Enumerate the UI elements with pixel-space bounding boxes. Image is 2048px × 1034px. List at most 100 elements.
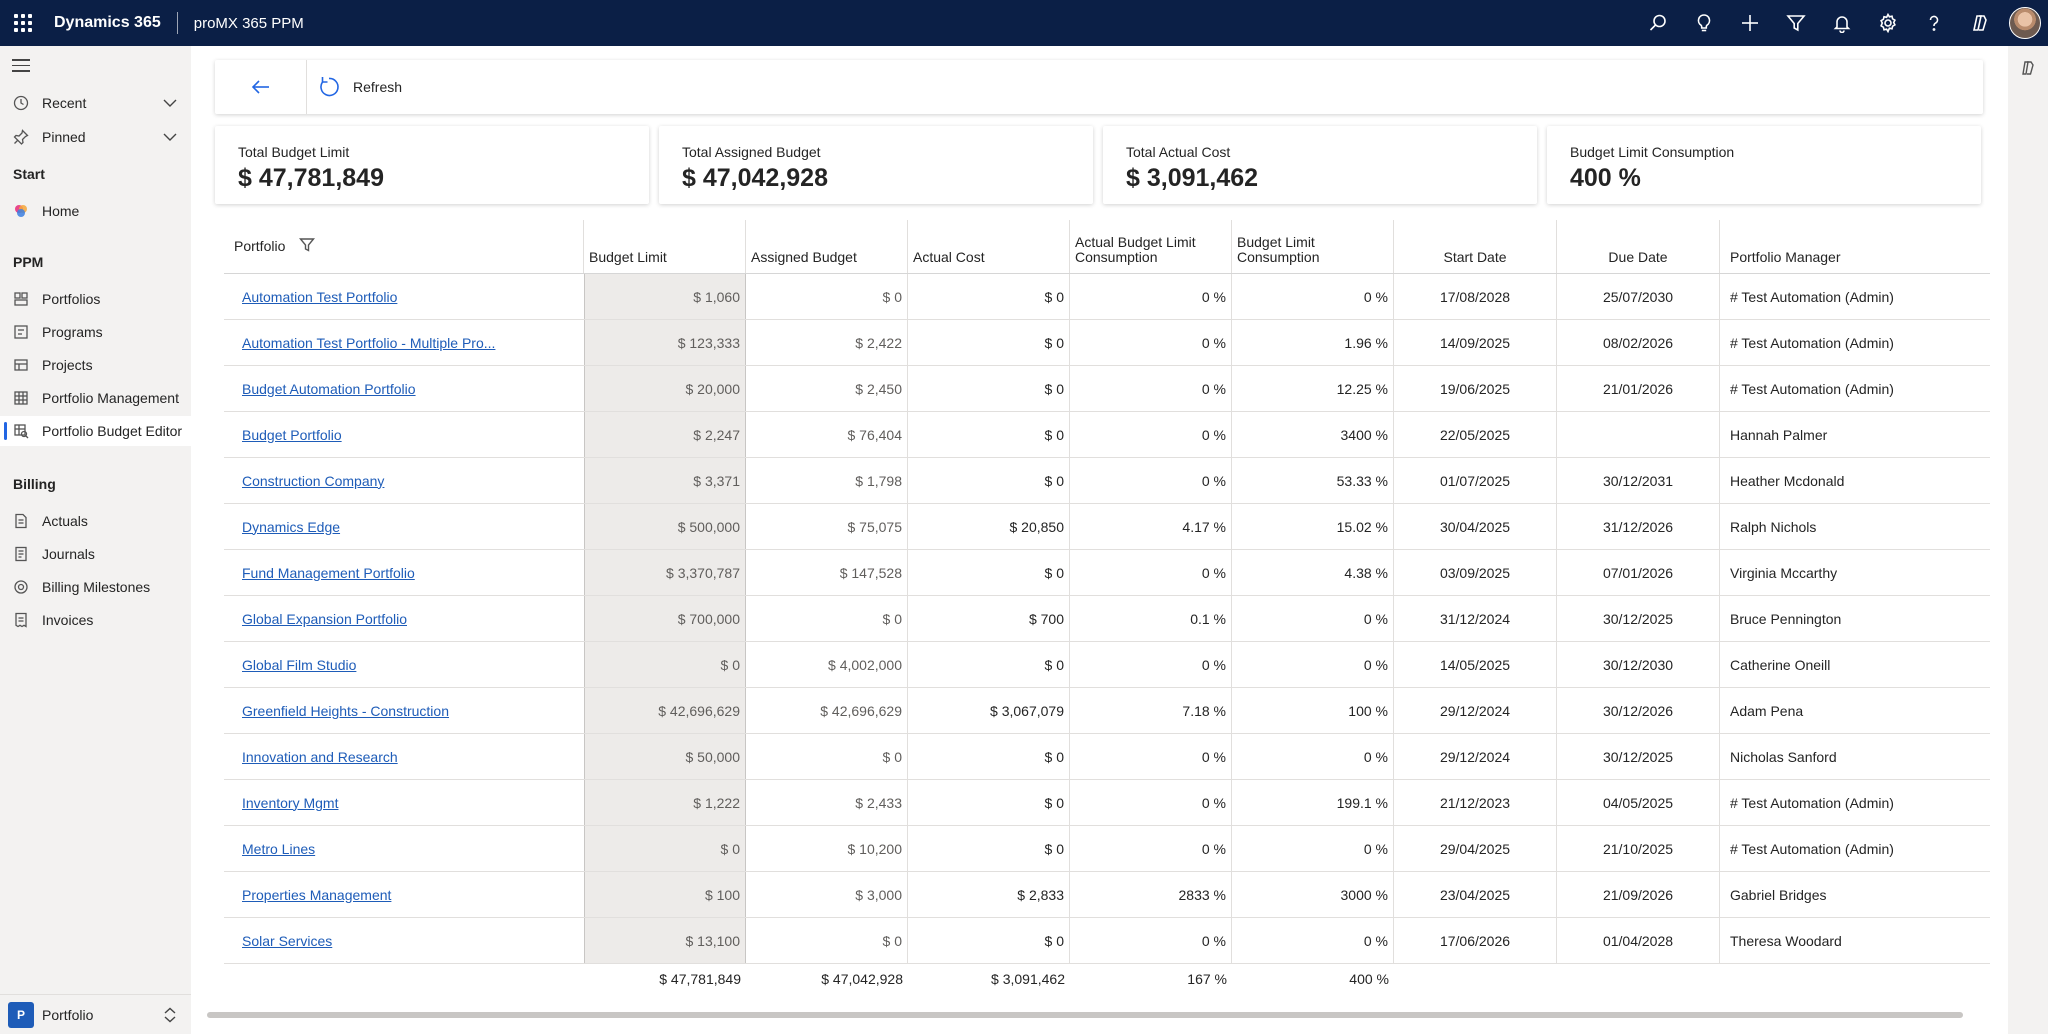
portfolio-link[interactable]: Properties Management: [242, 886, 392, 903]
cell-budget-limit[interactable]: $ 100: [584, 872, 746, 917]
user-avatar[interactable]: [2009, 7, 2041, 39]
app-name[interactable]: proMX 365 PPM: [193, 14, 304, 32]
ideas-button[interactable]: [1681, 0, 1727, 46]
cell-start-date: 23/04/2025: [1394, 872, 1557, 917]
portfolio-link[interactable]: Automation Test Portfolio - Multiple Pro…: [242, 334, 496, 351]
cell-start-date: 03/09/2025: [1394, 550, 1557, 595]
cell-portfolio: Greenfield Heights - Construction: [224, 688, 584, 733]
cell-budget-limit[interactable]: $ 3,371: [584, 458, 746, 503]
cell-portfolio: Global Film Studio: [224, 642, 584, 687]
cell-budget-limit[interactable]: $ 2,247: [584, 412, 746, 457]
total-actual-cost: $ 3,091,462: [991, 971, 1065, 987]
cell-budget-limit[interactable]: $ 3,370,787: [584, 550, 746, 595]
portfolio-link[interactable]: Inventory Mgmt: [242, 794, 339, 811]
portfolio-link[interactable]: Budget Automation Portfolio: [242, 380, 416, 397]
column-header-assigned-budget[interactable]: Assigned Budget: [746, 220, 908, 273]
cell-budget-limit[interactable]: $ 13,100: [584, 918, 746, 963]
cell-budget-limit[interactable]: $ 700,000: [584, 596, 746, 641]
brand-title[interactable]: Dynamics 365: [54, 14, 161, 31]
cell-budget-limit[interactable]: $ 123,333: [584, 320, 746, 365]
sidebar-item-projects[interactable]: Projects: [0, 350, 191, 380]
table-row[interactable]: Greenfield Heights - Construction $ 42,69…: [224, 688, 1990, 734]
sidebar-item-portfolios[interactable]: Portfolios: [0, 284, 191, 314]
sidebar-item-home[interactable]: Home: [0, 196, 191, 226]
column-header-due-date[interactable]: Due Date: [1557, 220, 1720, 273]
area-switcher[interactable]: P Portfolio: [0, 994, 191, 1034]
portfolio-link[interactable]: Construction Company: [242, 472, 385, 489]
sidebar-item-invoices[interactable]: Invoices: [0, 605, 191, 635]
cell-budget-limit[interactable]: $ 1,060: [584, 274, 746, 319]
sidebar-item-portfolio-management[interactable]: Portfolio Management: [0, 383, 191, 413]
column-header-actual-budget-limit-consumption[interactable]: Actual Budget Limit Consumption: [1070, 220, 1232, 273]
cell-budget-limit[interactable]: $ 42,696,629: [584, 688, 746, 733]
back-button[interactable]: [215, 60, 307, 114]
cell-portfolio: Automation Test Portfolio - Multiple Pro…: [224, 320, 584, 365]
cell-actual-cost: $ 0: [908, 826, 1070, 871]
settings-button[interactable]: [1865, 0, 1911, 46]
sidebar-item-pinned[interactable]: Pinned: [0, 122, 191, 152]
cell-budget-limit-consumption: 100 %: [1232, 688, 1394, 733]
table-row[interactable]: Properties Management $ 100 $ 3,000 $ 2,833…: [224, 872, 1990, 918]
column-header-budget-limit[interactable]: Budget Limit: [584, 220, 746, 273]
app-launcher-button[interactable]: [0, 0, 46, 46]
notifications-button[interactable]: [1819, 0, 1865, 46]
table-row[interactable]: Global Expansion Portfolio $ 700,000 $ 0 $ …: [224, 596, 1990, 642]
filter-icon[interactable]: [299, 237, 316, 253]
column-header-actual-cost[interactable]: Actual Cost: [908, 220, 1070, 273]
cell-portfolio-manager: # Test Automation (Admin): [1730, 288, 1894, 305]
column-header-budget-limit-consumption[interactable]: Budget Limit Consumption: [1232, 220, 1394, 273]
table-row[interactable]: Automation Test Portfolio - Multiple Pro…: [224, 320, 1990, 366]
portfolio-link[interactable]: Solar Services: [242, 932, 333, 949]
new-button[interactable]: [1727, 0, 1773, 46]
sidebar-item-label: Portfolio Budget Editor: [42, 423, 183, 439]
horizontal-scrollbar[interactable]: [207, 1012, 1963, 1018]
sidebar-item-actuals[interactable]: Actuals: [0, 506, 191, 536]
table-row[interactable]: Fund Management Portfolio $ 3,370,787 $ 14…: [224, 550, 1990, 596]
cell-budget-limit[interactable]: $ 1,222: [584, 780, 746, 825]
cell-budget-limit[interactable]: $ 0: [584, 642, 746, 687]
cell-budget-limit[interactable]: $ 20,000: [584, 366, 746, 411]
portfolio-link[interactable]: Automation Test Portfolio: [242, 288, 398, 305]
cell-budget-limit[interactable]: $ 0: [584, 826, 746, 871]
portfolio-link[interactable]: Global Film Studio: [242, 656, 357, 673]
sidebar-item-billing-milestones[interactable]: Billing Milestones: [0, 572, 191, 602]
column-header-portfolio-manager[interactable]: Portfolio Manager: [1730, 249, 1841, 265]
cell-start-date: 14/09/2025: [1394, 320, 1557, 365]
cell-assigned-budget: $ 0: [746, 596, 908, 641]
portfolio-link[interactable]: Dynamics Edge: [242, 518, 341, 535]
table-row[interactable]: Dynamics Edge $ 500,000 $ 75,075 $ 20,850 4.…: [224, 504, 1990, 550]
cell-budget-limit[interactable]: $ 50,000: [584, 734, 746, 779]
column-header-portfolio[interactable]: Portfolio: [224, 220, 584, 273]
cell-budget-limit[interactable]: $ 500,000: [584, 504, 746, 549]
refresh-button[interactable]: Refresh: [307, 60, 402, 114]
kpi-label: Total Actual Cost: [1126, 144, 1231, 160]
copilot-pane-button[interactable]: [2020, 60, 2036, 79]
copilot-button[interactable]: [1957, 0, 2003, 46]
table-row[interactable]: Budget Automation Portfolio $ 20,000 $ 2,4…: [224, 366, 1990, 412]
column-header-start-date[interactable]: Start Date: [1394, 220, 1557, 273]
cell-budget-limit-consumption: 3000 %: [1232, 872, 1394, 917]
advanced-filter-button[interactable]: [1773, 0, 1819, 46]
portfolio-link[interactable]: Global Expansion Portfolio: [242, 610, 407, 627]
sidebar-item-recent[interactable]: Recent: [0, 88, 191, 118]
hamburger-menu-icon[interactable]: [12, 59, 30, 76]
portfolio-link[interactable]: Greenfield Heights - Construction: [242, 702, 449, 719]
portfolio-link[interactable]: Metro Lines: [242, 840, 316, 857]
sidebar-item-journals[interactable]: Journals: [0, 539, 191, 569]
sidebar-item-portfolio-budget-editor[interactable]: Portfolio Budget Editor: [0, 416, 191, 446]
search-button[interactable]: [1635, 0, 1681, 46]
portfolio-link[interactable]: Innovation and Research: [242, 748, 398, 765]
section-label-billing: Billing: [13, 476, 56, 492]
sidebar-item-programs[interactable]: Programs: [0, 317, 191, 347]
portfolio-link[interactable]: Budget Portfolio: [242, 426, 342, 443]
portfolio-link[interactable]: Fund Management Portfolio: [242, 564, 415, 581]
help-button[interactable]: [1911, 0, 1957, 46]
